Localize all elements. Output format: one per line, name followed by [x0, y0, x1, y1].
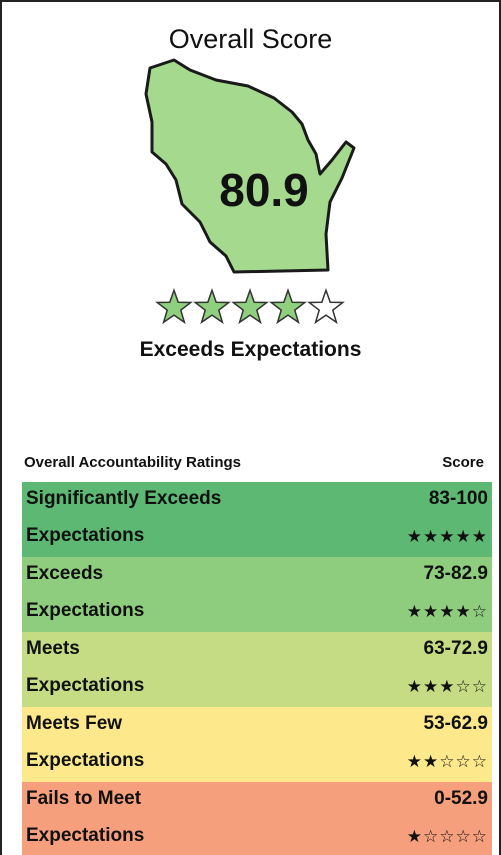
column-header: Score [442, 454, 484, 471]
star-filled [231, 288, 269, 325]
rating-table: Significantly Exceeds Expectations 83-100 ★… [22, 482, 492, 855]
star-text: ★☆☆☆☆ [406, 827, 488, 846]
star-filled [269, 288, 307, 325]
rating-label: Expectations [26, 525, 145, 546]
star-text: ★★★★☆ [406, 602, 488, 621]
rating-row: Meets Expectations 63-72.9 ★★★☆☆ [22, 632, 492, 707]
star-text: ★★☆☆☆ [406, 752, 488, 771]
rating-label: Expectations [26, 825, 145, 846]
wisconsin-map [144, 58, 356, 274]
star-filled [193, 288, 231, 325]
score-range: 73-82.9 [423, 563, 488, 584]
score-range: 83-100 [428, 488, 488, 509]
rating-label: Expectations [26, 675, 145, 696]
rating-label: Expectations [26, 600, 145, 621]
rating-row: Significantly Exceeds Expectations 83-100 ★… [22, 482, 492, 557]
table-header: Overall Accountability Ratings Score [24, 454, 484, 471]
title: Overall Score [168, 24, 333, 54]
star-empty [307, 288, 345, 325]
rating-label: Meets [26, 638, 80, 659]
star-text: ★★★☆☆ [406, 677, 488, 696]
rating-label: Expectations [26, 750, 145, 771]
map-graphic: 80.9 [144, 58, 356, 325]
rating-row: Meets Few Expectations 53-62.9 ★★☆☆☆ [22, 707, 492, 782]
star-text: ★★★★★ [406, 527, 488, 546]
rating-row: Fails to Meet Expectations 0-52.9 ★☆☆☆☆ [22, 782, 492, 855]
score: 80.9 [219, 164, 309, 216]
rating-label: Meets Few [26, 713, 123, 734]
rating-label: Fails to Meet [26, 788, 142, 809]
star-filled [155, 288, 193, 325]
star-rating [155, 288, 345, 325]
rating-label: Exceeds [26, 563, 104, 584]
score-range: 0-52.9 [434, 788, 488, 809]
rating-row: Exceeds Expectations 73-82.9 ★★★★☆ [22, 557, 492, 632]
score-range: 63-72.9 [423, 638, 488, 659]
column-header: Overall Accountability Ratings [24, 454, 241, 471]
rating-label: Significantly Exceeds [26, 488, 222, 509]
score-range: 53-62.9 [423, 713, 488, 734]
rating: Exceeds Expectations [139, 338, 362, 361]
